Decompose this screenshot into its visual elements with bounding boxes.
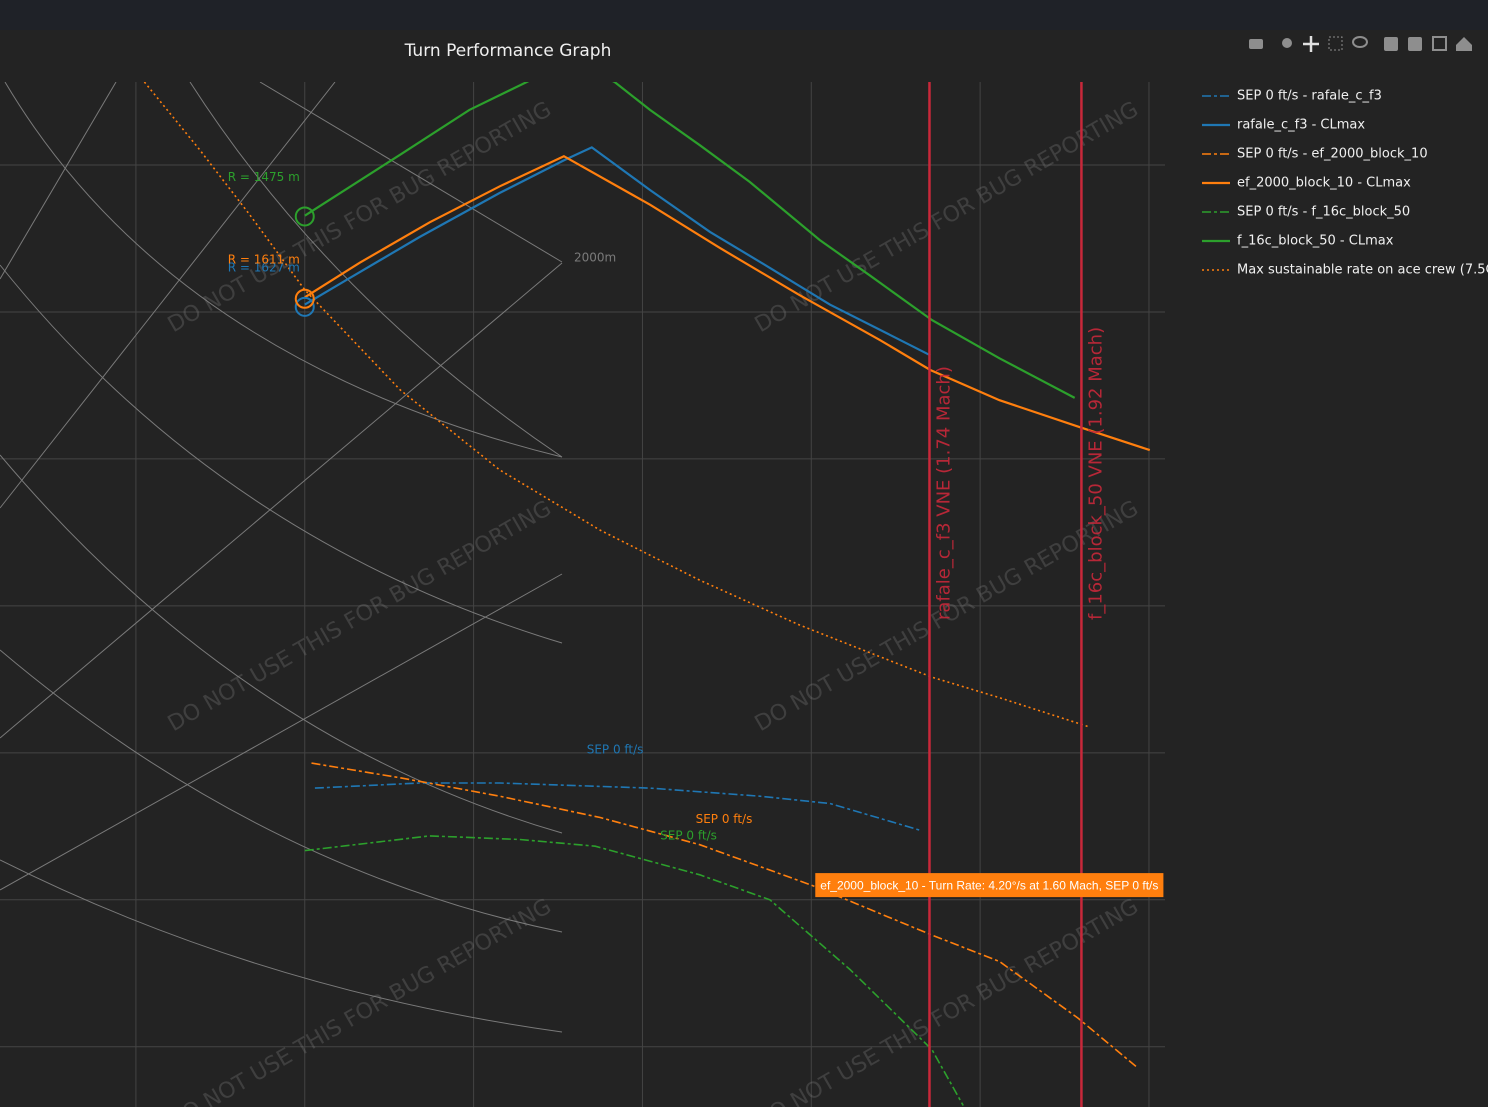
zoom-in-button[interactable] — [1384, 37, 1398, 51]
annotation: R = 1627 m — [228, 260, 300, 274]
legend-label: rafale_c_f3 - CLmax — [1237, 118, 1365, 133]
overlay: rafale_c_f3 VNE (1.74 Mach) f_16c_block_5… — [228, 170, 1164, 898]
pan-button[interactable] — [1303, 36, 1319, 52]
series-line — [304, 146, 931, 357]
series-line — [311, 762, 1139, 1069]
vne-label: f_16c_block_50 VNE (1.92 Mach) — [1085, 327, 1106, 620]
radius-line — [0, 262, 563, 739]
g-line — [0, 859, 563, 1033]
annotation: R = 1475 m — [228, 170, 300, 184]
g-line — [189, 82, 563, 458]
camera-button[interactable] — [1249, 39, 1263, 49]
legend-label: ef_2000_block_10 - CLmax — [1237, 176, 1411, 191]
legend-label: Max sustainable rate on ace crew (7.5G — [1237, 263, 1488, 278]
hover-label: ef_2000_block_10 - Turn Rate: 4.20°/s at… — [820, 878, 1158, 892]
annotation: R = 1611 m — [228, 252, 300, 266]
zoom-out-button[interactable] — [1408, 37, 1422, 51]
annotation: SEP 0 ft/s — [587, 742, 644, 756]
legend: SEP 0 ft/s - rafale_c_f3 rafale_c_f3 - CL… — [1202, 89, 1488, 278]
series-line — [304, 82, 1076, 399]
annotation: SEP 0 ft/s — [660, 828, 717, 842]
legend-label: SEP 0 ft/s - f_16c_block_50 — [1237, 205, 1410, 220]
box-select-button[interactable] — [1328, 36, 1343, 51]
hover-box — [815, 873, 1164, 898]
g-line — [0, 649, 563, 933]
radius-label: 2000m — [574, 251, 616, 265]
grid — [0, 82, 1165, 1107]
reference-lines: 2000m — [0, 82, 616, 1033]
g-line — [0, 264, 563, 644]
zoom-button[interactable] — [1282, 38, 1292, 48]
series-line — [304, 154, 1151, 452]
series-line — [314, 782, 920, 831]
modebar — [1249, 36, 1472, 52]
vne-label: rafale_c_f3 VNE (1.74 Mach) — [933, 366, 954, 620]
top-bar — [0, 0, 1488, 30]
annotation: SEP 0 ft/s — [696, 812, 753, 826]
legend-label: f_16c_block_50 - CLmax — [1237, 234, 1394, 249]
radius-line — [0, 82, 336, 509]
series-line — [143, 82, 1091, 728]
lasso-button[interactable] — [1352, 36, 1368, 48]
autoscale-button[interactable] — [1432, 36, 1447, 51]
radius-line — [0, 573, 563, 891]
reset-button[interactable] — [1456, 37, 1472, 51]
plot-area — [143, 82, 1151, 1107]
radius-marker — [294, 206, 315, 227]
g-line — [0, 454, 563, 834]
legend-label: SEP 0 ft/s - rafale_c_f3 — [1237, 89, 1382, 104]
chart-title: Turn Performance Graph — [404, 41, 612, 61]
radius-line — [0, 82, 117, 280]
g-line — [4, 82, 563, 458]
radius-marker — [294, 296, 315, 317]
series-line — [304, 835, 964, 1106]
legend-label: SEP 0 ft/s - ef_2000_block_10 — [1237, 147, 1428, 162]
radius-line — [259, 82, 563, 263]
radius-marker — [294, 288, 315, 309]
